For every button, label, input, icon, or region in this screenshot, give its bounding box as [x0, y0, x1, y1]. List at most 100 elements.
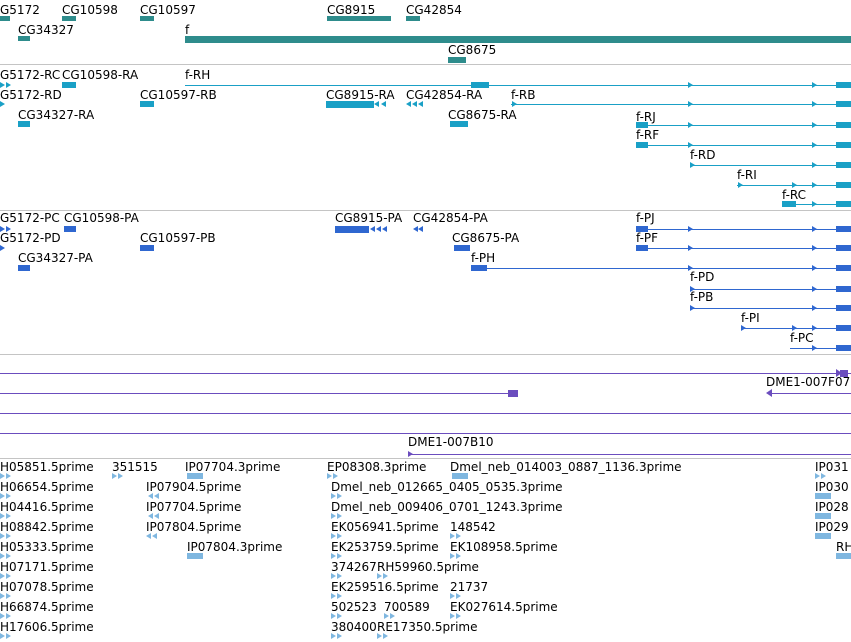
insertion-label[interactable]: H08842.5prime — [0, 520, 94, 534]
insertion-label[interactable]: IP07804.5prime — [146, 520, 242, 534]
feature-label[interactable]: f-PJ — [636, 211, 655, 225]
insertion-label[interactable]: 700589 — [384, 600, 430, 614]
insertion-label[interactable]: IP029 — [815, 520, 849, 534]
gene-label[interactable]: CG34327 — [18, 23, 74, 37]
insertion-label[interactable]: IP07904.5prime — [146, 480, 242, 494]
intron-line[interactable] — [185, 85, 851, 86]
gene-block[interactable] — [406, 16, 420, 21]
feature-label[interactable]: f-PF — [636, 231, 659, 245]
insertion-block[interactable] — [815, 533, 831, 539]
exon-block[interactable] — [636, 226, 648, 232]
clone-label[interactable]: DME1-007B10 — [408, 435, 494, 449]
exon-block[interactable] — [836, 101, 851, 107]
exon-block[interactable] — [326, 101, 374, 108]
exon-block[interactable] — [471, 82, 489, 88]
insertion-block[interactable] — [836, 553, 851, 559]
exon-block[interactable] — [836, 265, 851, 271]
insertion-label[interactable]: H06654.5prime — [0, 480, 94, 494]
insertion-label[interactable]: RH59960.5prime — [377, 560, 479, 574]
exon-block[interactable] — [636, 142, 648, 148]
insertion-label[interactable]: IP07704.3prime — [185, 460, 281, 474]
exon-block[interactable] — [64, 226, 76, 232]
exon-block[interactable] — [18, 121, 30, 127]
insertion-label[interactable]: IP030 — [815, 480, 849, 494]
exon-block[interactable] — [836, 142, 851, 148]
feature-label[interactable]: G5172-RD — [0, 88, 62, 102]
insertion-label[interactable]: IP031 — [815, 460, 849, 474]
insertion-block[interactable] — [187, 553, 203, 559]
exon-block[interactable] — [836, 226, 851, 232]
feature-label[interactable]: CG34327-PA — [18, 251, 93, 265]
gene-block[interactable] — [140, 16, 154, 21]
gene-label[interactable]: CG8675 — [448, 43, 497, 57]
exon-block[interactable] — [454, 245, 470, 251]
feature-label[interactable]: CG42854-PA — [413, 211, 488, 225]
exon-block[interactable] — [140, 101, 154, 107]
intron-line[interactable] — [0, 433, 851, 434]
exon-block[interactable] — [18, 265, 30, 271]
feature-label[interactable]: f-PC — [790, 331, 814, 345]
exon-block[interactable] — [335, 226, 369, 233]
insertion-label[interactable]: EK259516.5prime — [331, 580, 439, 594]
insertion-label[interactable]: H04416.5prime — [0, 500, 94, 514]
exon-block[interactable] — [836, 305, 851, 311]
feature-label[interactable]: G5172-PC — [0, 211, 60, 225]
exon-block[interactable] — [782, 201, 796, 207]
intron-line[interactable] — [690, 289, 851, 290]
insertion-label[interactable]: IP07804.3prime — [187, 540, 283, 554]
clone-block[interactable] — [840, 370, 848, 377]
gene-label[interactable]: G5172 — [0, 3, 40, 17]
insertion-label[interactable]: Dmel_neb_009406_0701_1243.3prime — [331, 500, 563, 514]
feature-label[interactable]: CG8675-PA — [452, 231, 520, 245]
intron-line[interactable] — [636, 229, 851, 230]
insertion-label[interactable]: RH — [836, 540, 851, 554]
intron-line[interactable] — [408, 454, 851, 455]
insertion-label[interactable]: RE17350.5prime — [377, 620, 478, 634]
intron-line[interactable] — [636, 145, 851, 146]
insertion-block[interactable] — [815, 513, 831, 519]
intron-line[interactable] — [0, 413, 851, 414]
intron-line[interactable] — [471, 268, 851, 269]
exon-block[interactable] — [836, 162, 851, 168]
feature-label[interactable]: CG10597-RB — [140, 88, 217, 102]
intron-line[interactable] — [636, 248, 851, 249]
feature-label[interactable]: f-RF — [636, 128, 660, 142]
exon-block[interactable] — [836, 286, 851, 292]
exon-block[interactable] — [836, 325, 851, 331]
exon-block[interactable] — [450, 121, 468, 127]
feature-label[interactable]: f-RI — [737, 168, 757, 182]
gene-label[interactable]: CG42854 — [406, 3, 462, 17]
intron-line[interactable] — [690, 308, 851, 309]
insertion-label[interactable]: IP07704.5prime — [146, 500, 242, 514]
feature-label[interactable]: f-PB — [690, 290, 714, 304]
feature-label[interactable]: f-RH — [185, 68, 211, 82]
insertion-label[interactable]: EK253759.5prime — [331, 540, 439, 554]
gene-block[interactable] — [62, 16, 76, 21]
feature-label[interactable]: CG8675-RA — [448, 108, 517, 122]
feature-label[interactable]: CG10597-PB — [140, 231, 216, 245]
clone-label[interactable]: DME1-007F07 — [766, 375, 851, 389]
exon-block[interactable] — [836, 182, 851, 188]
insertion-label[interactable]: 380400 — [331, 620, 377, 634]
feature-label[interactable]: G5172-RC — [0, 68, 61, 82]
insertion-label[interactable]: 374267 — [331, 560, 377, 574]
insertion-label[interactable]: 502523 — [331, 600, 377, 614]
feature-label[interactable]: CG8915-PA — [335, 211, 403, 225]
exon-block[interactable] — [836, 245, 851, 251]
insertion-label[interactable]: 21737 — [450, 580, 489, 594]
insertion-label[interactable]: H17606.5prime — [0, 620, 94, 634]
insertion-label[interactable]: H07171.5prime — [0, 560, 94, 574]
feature-label[interactable]: f-RC — [782, 188, 807, 202]
insertion-label[interactable]: EK027614.5prime — [450, 600, 558, 614]
gene-block[interactable] — [327, 16, 391, 21]
exon-block[interactable] — [836, 82, 851, 88]
gene-block[interactable] — [185, 36, 851, 43]
feature-label[interactable]: CG42854-RA — [406, 88, 483, 102]
insertion-label[interactable]: Dmel_neb_014003_0887_1136.3prime — [450, 460, 682, 474]
feature-label[interactable]: f-PH — [471, 251, 496, 265]
feature-label[interactable]: f-PI — [741, 311, 760, 325]
gene-label[interactable]: CG8915 — [327, 3, 376, 17]
intron-line[interactable] — [636, 125, 851, 126]
intron-line[interactable] — [690, 165, 851, 166]
insertion-block[interactable] — [452, 473, 468, 479]
